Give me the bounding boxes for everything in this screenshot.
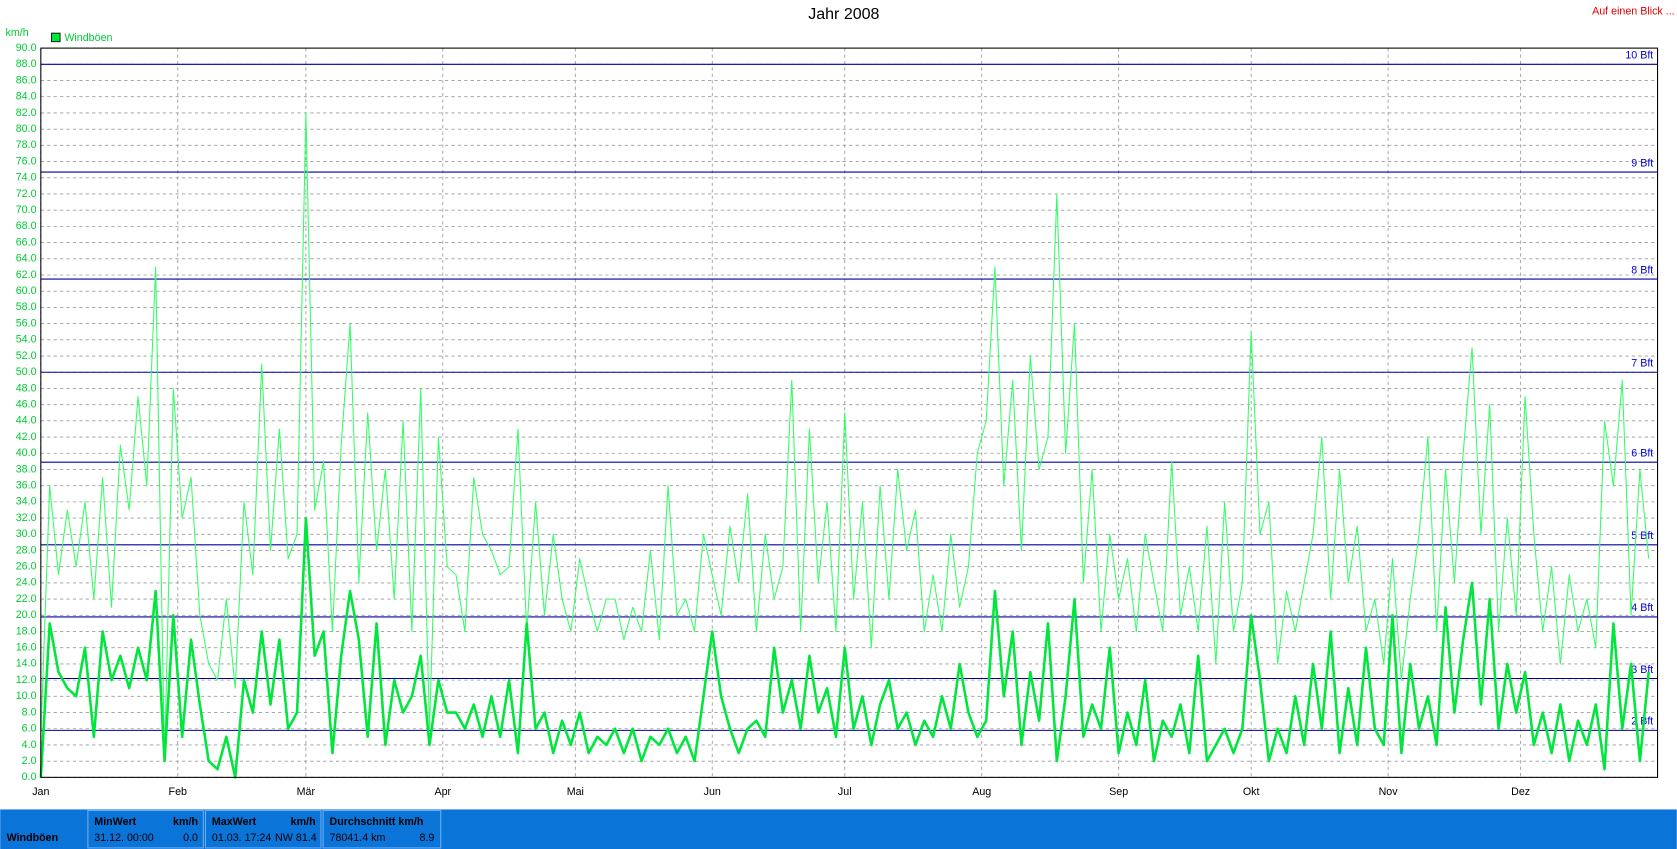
y-tick-label: 10.0 [16,690,37,702]
stat-date: 01.03. 17:24 [212,832,271,844]
y-tick-label: 16.0 [16,642,37,654]
beaufort-label: 6 Bft [1631,447,1653,459]
y-tick-label: 46.0 [16,398,37,410]
stat-value: 0.0 [183,832,198,844]
y-tick-label: 28.0 [16,544,37,556]
y-tick-label: 88.0 [16,58,37,70]
beaufort-label: 5 Bft [1631,530,1653,542]
y-tick-label: 56.0 [16,317,37,329]
x-tick-label: Jan [32,786,49,798]
data-line [40,112,1650,762]
y-tick-label: 84.0 [16,91,37,103]
overview-link[interactable]: Auf einen Blick ... [1592,6,1675,18]
y-tick-label: 6.0 [22,723,37,735]
stat-title: Durchschnitt km/h [330,816,424,828]
footer-cells [87,809,442,849]
y-axis-label: km/h [6,27,29,39]
y-tick-label: 82.0 [16,107,37,119]
stat-unit: km/h [173,816,198,828]
y-tick-label: 34.0 [16,496,37,508]
y-tick-label: 48.0 [16,382,37,394]
y-tick-label: 66.0 [16,236,37,248]
plot-frame [40,47,1659,778]
y-tick-label: 44.0 [16,415,37,427]
footer-cell [204,809,322,849]
y-tick-label: 90.0 [16,42,37,54]
stat-title: MaxWert [212,816,257,828]
stat-date: 31.12. 00:00 [94,832,153,844]
y-tick-label: 52.0 [16,350,37,362]
stat-unit: km/h [291,816,316,828]
y-tick-label: 72.0 [16,188,37,200]
y-tick-label: 40.0 [16,447,37,459]
x-tick-label: Jun [704,786,721,798]
x-tick-label: Mär [297,786,316,798]
y-tick-label: 68.0 [16,220,37,232]
beaufort-label: 7 Bft [1631,357,1653,369]
x-tick-label: Mai [567,786,584,798]
y-tick-label: 36.0 [16,479,37,491]
y-tick-label: 20.0 [16,609,37,621]
stat-total: 78041.4 km [330,832,386,844]
y-tick-label: 62.0 [16,269,37,281]
plot: 0.0 2.0 4.0 6.0 8.0 10.0 12.0 14.0 16.0 18.0 20.0 2… [16,42,1659,798]
y-tick-label: 4.0 [22,739,37,751]
x-tick-label: Nov [1379,786,1399,798]
x-tick-label: Feb [169,786,187,798]
y-tick-label: 24.0 [16,577,37,589]
data-line [39,516,1650,779]
stat-value: 81.4 [296,832,317,844]
y-tick-label: 86.0 [16,74,37,86]
y-tick-label: 42.0 [16,431,37,443]
y-tick-label: 58.0 [16,301,37,313]
x-tick-label: Dez [1511,786,1530,798]
y-tick-label: 14.0 [16,658,37,670]
y-tick-label: 54.0 [16,334,37,346]
x-tick-label: Jul [838,786,852,798]
y-tick-label: 70.0 [16,204,37,216]
y-tick-label: 78.0 [16,139,37,151]
footer-cell [87,809,204,849]
y-tick-label: 18.0 [16,625,37,637]
x-tick-label: Apr [434,786,451,798]
footer-series: Windböen [7,832,59,844]
y-tick-label: 60.0 [16,285,37,297]
beaufort-label: 9 Bft [1631,157,1653,169]
stat-title: MinWert [94,816,136,828]
footer-cell [322,809,442,849]
x-tick-label: Sep [1109,786,1128,798]
stat-value: 8.9 [419,832,434,844]
y-tick-label: 76.0 [16,155,37,167]
x-tick-label: Aug [972,786,991,798]
x-tick-label: Okt [1243,786,1260,798]
y-tick-label: 74.0 [16,172,37,184]
y-tick-label: 12.0 [16,674,37,686]
beaufort-label: 4 Bft [1631,602,1653,614]
legend-swatch [51,32,61,43]
y-tick-label: 50.0 [16,366,37,378]
y-tick-label: 26.0 [16,561,37,573]
beaufort-label: 3 Bft [1631,664,1653,676]
beaufort-label: 10 Bft [1625,50,1653,62]
y-tick-label: 30.0 [16,528,37,540]
y-tick-label: 32.0 [16,512,37,524]
y-tick-label: 0.0 [22,771,37,783]
legend-label: Windböen [64,32,112,44]
y-tick-label: 8.0 [22,706,37,718]
y-tick-label: 2.0 [22,755,37,767]
beaufort-label: 8 Bft [1631,264,1653,276]
y-tick-label: 80.0 [16,123,37,135]
y-tick-label: 22.0 [16,593,37,605]
y-tick-label: 64.0 [16,253,37,265]
chart-title: Jahr 2008 [808,5,879,23]
y-tick-label: 38.0 [16,463,37,475]
stat-direction: NW [275,832,294,844]
footer-text: Windböen MinWert km/h 31.12. 00:00 0.0 M… [7,816,435,844]
footer-bar [0,809,1677,849]
